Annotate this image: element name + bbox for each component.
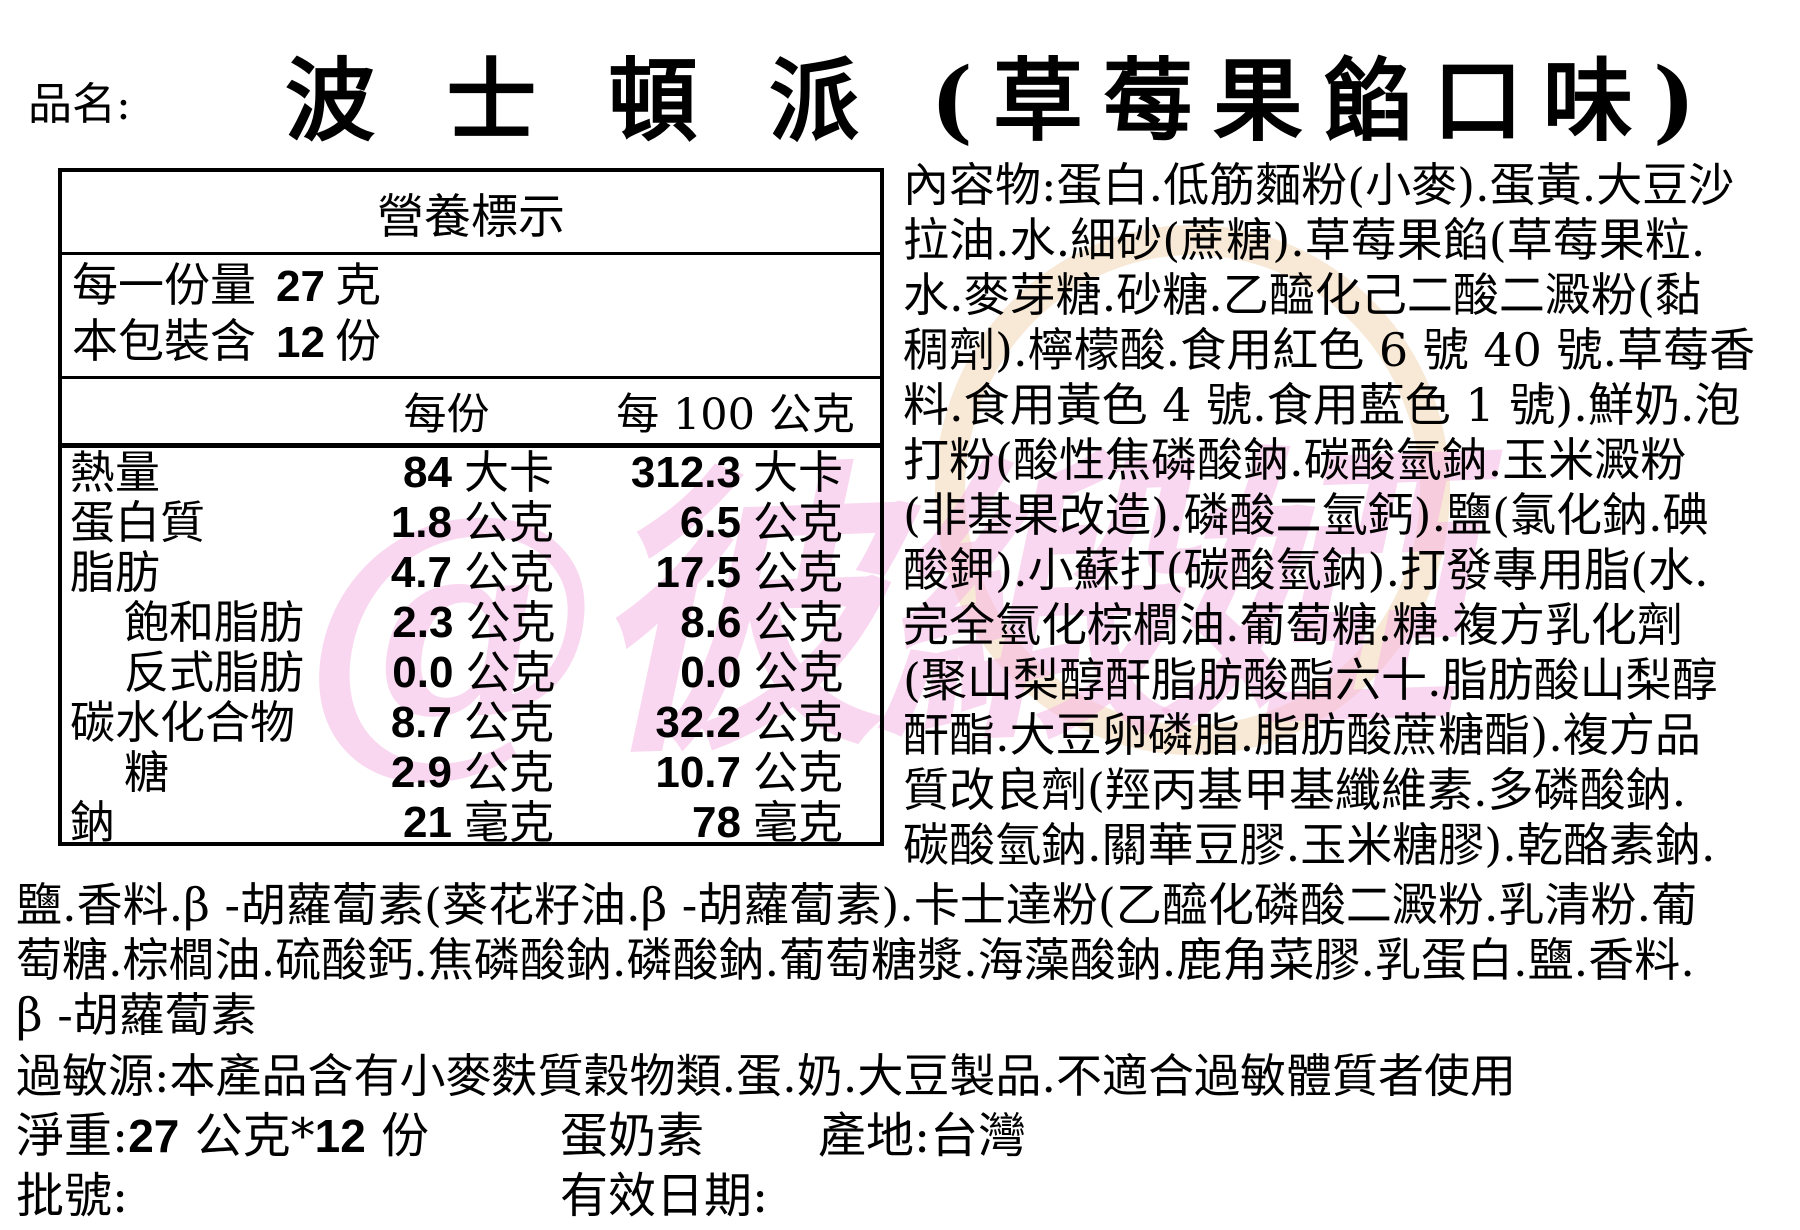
net-weight-mid: 公克* — [179, 1108, 315, 1164]
serving-info: 每一份量 27 克 本包裝含 12 份 — [62, 255, 880, 379]
column-header-per-100g: 每 100 公克 — [616, 390, 855, 440]
serving-size-value: 27 — [276, 262, 325, 311]
nutrient-name: 糖 — [124, 746, 170, 799]
ingredients-continued-paragraph: 鹽.香料.β -胡蘿蔔素(葵花籽油.β -胡蘿蔔素).卡士達粉(乙醯化磷酸二澱粉… — [16, 878, 1796, 1043]
product-name-label: 品名: — [28, 79, 131, 130]
per-100g-unit: 公克 — [753, 596, 844, 649]
per-serving-unit: 公克 — [464, 496, 555, 549]
nutrition-row-fat: 脂肪 4.7 公克 17.5 公克 — [62, 548, 880, 598]
per-serving-value: 0.0 — [392, 648, 454, 697]
nutrient-name: 碳水化合物 — [70, 696, 296, 749]
ingredients-line: 酸鉀).小蘇打(碳酸氫鈉).打發專用脂(水. — [903, 543, 1709, 597]
batch-number-label: 批號: — [16, 1168, 129, 1224]
nutrition-row-sodium: 鈉 21 毫克 78 毫克 — [62, 798, 880, 848]
ingredients-paragraph: 內容物:蛋白.低筋麵粉(小麥).蛋黃.大豆沙 拉油.水.細砂(蔗糖).草莓果餡(… — [903, 158, 1800, 873]
origin: 產地:台灣 — [818, 1108, 1027, 1164]
per-serving-value: 8.7 — [390, 698, 452, 747]
per-100g-unit: 公克 — [753, 546, 844, 599]
net-weight-servings: 12 — [314, 1110, 366, 1162]
per-100g-unit: 毫克 — [753, 796, 844, 849]
per-100g-value: 312.3 — [630, 448, 741, 497]
ingredients-line: 料.食用黃色 4 號.食用藍色 1 號).鮮奶.泡 — [903, 378, 1741, 432]
per-serving-value: 21 — [403, 798, 452, 847]
ingredients-line: 內容物:蛋白.低筋麵粉(小麥).蛋黃.大豆沙 — [903, 158, 1735, 212]
ingredients-line: 水.麥芽糖.砂糖.乙醯化己二酸二澱粉(黏 — [903, 268, 1701, 322]
nutrition-column-headers: 每份 每 100 公克 — [62, 379, 880, 448]
ingredients-line: (非基果改造).磷酸二氫鈣).鹽(氯化鈉.碘 — [903, 488, 1709, 542]
nutrition-row-trans-fat: 反式脂肪 0.0 公克 0.0 公克 — [62, 648, 880, 698]
column-header-per-serving: 每份 — [403, 390, 490, 440]
per-100g-value: 10.7 — [655, 748, 741, 797]
per-100g-unit: 公克 — [753, 646, 844, 699]
per-100g-value: 6.5 — [679, 498, 741, 547]
nutrient-name: 蛋白質 — [70, 496, 206, 549]
per-serving-unit: 毫克 — [464, 796, 555, 849]
per-serving-value: 84 — [403, 448, 452, 497]
ingredients-line: 碳酸氫鈉.關華豆膠.玉米糖膠).乾酪素鈉. — [903, 818, 1716, 872]
per-100g-unit: 公克 — [753, 496, 844, 549]
nutrition-row-calories: 熱量 84 大卡 312.3 大卡 — [62, 448, 880, 498]
per-100g-unit: 公克 — [753, 696, 844, 749]
ingredients-line: 稠劑).檸檬酸.食用紅色 6 號 40 號.草莓香 — [903, 323, 1756, 377]
footer-row-2: 批號: 有效日期: — [0, 1156, 1800, 1224]
nutrition-row-saturated-fat: 飽和脂肪 2.3 公克 8.6 公克 — [62, 598, 880, 648]
per-serving-value: 1.8 — [390, 498, 452, 547]
nutrient-name: 熱量 — [70, 446, 161, 499]
per-serving-unit: 公克 — [464, 746, 555, 799]
ingredients-line: (聚山梨醇酐脂肪酸酯六十.脂肪酸山梨醇 — [903, 653, 1718, 707]
net-weight-suffix: 份 — [365, 1108, 430, 1164]
serving-size-label: 每一份量 — [72, 258, 256, 312]
ingredients-line: 鹽.香料.β -胡蘿蔔素(葵花籽油.β -胡蘿蔔素).卡士達粉(乙醯化磷酸二澱粉… — [16, 878, 1698, 932]
nutrient-name: 脂肪 — [70, 546, 161, 599]
per-100g-value: 0.0 — [680, 648, 742, 697]
per-100g-unit: 公克 — [753, 746, 844, 799]
per-serving-unit: 公克 — [465, 596, 556, 649]
ingredients-line: 酐酯.大豆卵磷脂.脂肪酸蔗糖酯).複方品 — [903, 708, 1701, 762]
ingredients-line: β -胡蘿蔔素 — [16, 988, 257, 1042]
per-serving-value: 2.3 — [392, 598, 454, 647]
per-serving-value: 2.9 — [390, 748, 452, 797]
serving-size-line: 每一份量 27 克 — [72, 258, 880, 314]
nutrition-row-sugar: 糖 2.9 公克 10.7 公克 — [62, 748, 880, 798]
per-100g-value: 8.6 — [680, 598, 742, 647]
net-weight: 淨重:27 公克*12 份 — [16, 1096, 429, 1166]
ingredients-line: 萄糖.棕櫚油.硫酸鈣.焦磷酸鈉.磷酸鈉.葡萄糖漿.海藻酸鈉.鹿角菜膠.乳蛋白.鹽… — [16, 933, 1695, 987]
ingredients-line: 打粉(酸性焦磷酸鈉.碳酸氫鈉.玉米澱粉 — [903, 433, 1687, 487]
nutrient-name: 飽和脂肪 — [124, 596, 305, 649]
allergen-statement: 過敏源:本產品含有小麥麩質穀物類.蛋.奶.大豆製品.不適合過敏體質者使用 — [16, 1049, 1516, 1103]
ingredients-line: 拉油.水.細砂(蔗糖).草莓果餡(草莓果粒. — [903, 213, 1706, 267]
net-weight-label: 淨重: — [16, 1108, 129, 1164]
per-100g-value: 78 — [692, 798, 741, 847]
nutrition-row-carbohydrate: 碳水化合物 8.7 公克 32.2 公克 — [62, 698, 880, 748]
per-100g-value: 32.2 — [655, 698, 741, 747]
per-100g-unit: 大卡 — [753, 446, 844, 499]
diet-type: 蛋奶素 — [560, 1108, 705, 1164]
per-serving-value: 4.7 — [390, 548, 452, 597]
servings-per-pack-value: 12 — [276, 318, 325, 367]
net-weight-value: 27 — [128, 1110, 180, 1162]
servings-per-pack-label: 本包裝含 — [72, 314, 256, 368]
product-title: 波 士 頓 派 (草莓果餡口味) — [285, 48, 1716, 154]
nutrition-row-protein: 蛋白質 1.8 公克 6.5 公克 — [62, 498, 880, 548]
nutrition-table: 營養標示 每一份量 27 克 本包裝含 12 份 每份 每 100 公克 熱量 84 大… — [58, 168, 884, 848]
ingredients-line: 質改良劑(羥丙基甲基纖維素.多磷酸鈉. — [903, 763, 1687, 817]
nutrient-name: 反式脂肪 — [124, 646, 305, 699]
serving-size-unit: 克 — [334, 258, 381, 312]
ingredients-line: 完全氫化棕櫚油.葡萄糖.糖.複方乳化劑 — [903, 598, 1683, 652]
per-serving-unit: 公克 — [464, 546, 555, 599]
per-100g-value: 17.5 — [655, 548, 741, 597]
expiry-date-label: 有效日期: — [560, 1168, 769, 1224]
per-serving-unit: 公克 — [464, 696, 555, 749]
footer-row-1: 淨重:27 公克*12 份 蛋奶素 產地:台灣 — [0, 1096, 1800, 1164]
nutrient-name: 鈉 — [70, 796, 116, 849]
servings-per-pack-line: 本包裝含 12 份 — [72, 314, 880, 370]
per-serving-unit: 大卡 — [464, 446, 555, 499]
servings-per-pack-unit: 份 — [334, 314, 381, 368]
nutrition-table-title: 營養標示 — [62, 172, 880, 255]
per-serving-unit: 公克 — [465, 646, 556, 699]
